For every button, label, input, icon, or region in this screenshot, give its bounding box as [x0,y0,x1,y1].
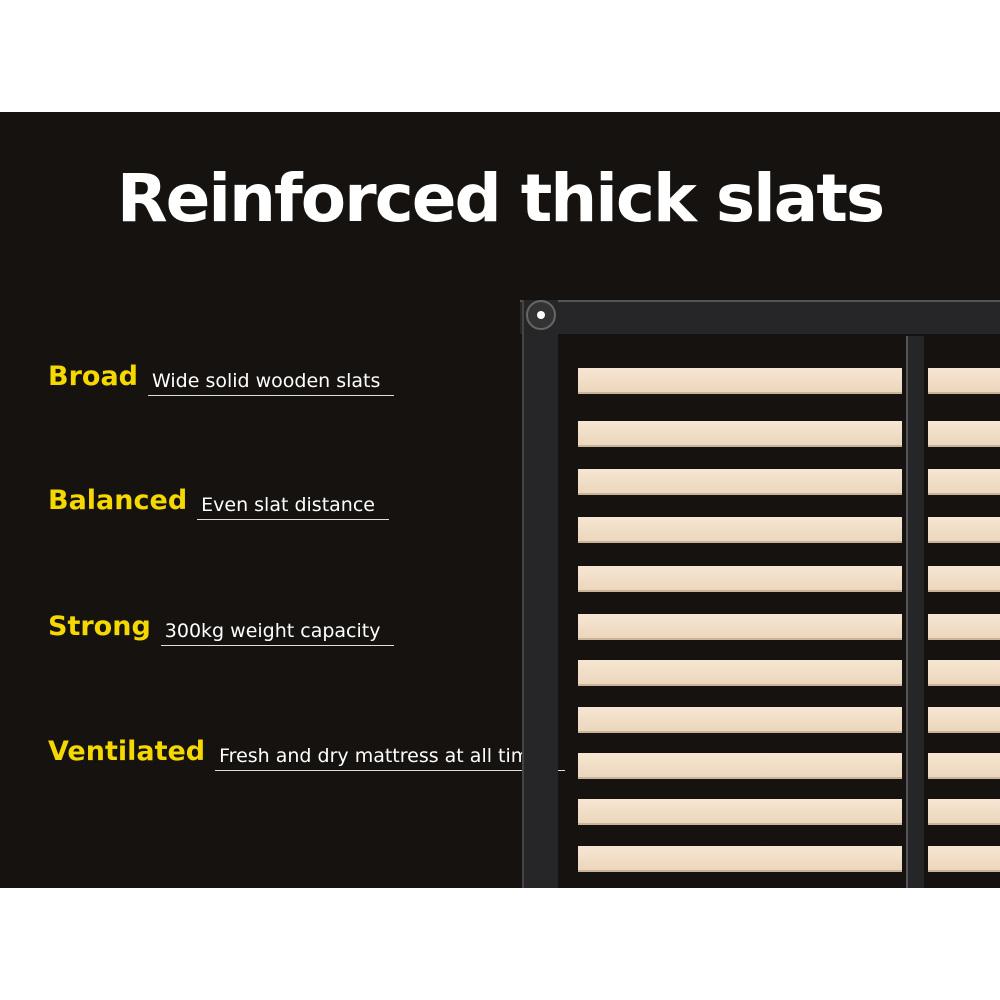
wooden-slat [928,368,1000,394]
wooden-slat [928,469,1000,495]
feature-text: 300kg weight capacity [160,620,395,646]
frame-center-rail [906,336,924,888]
wooden-slat [928,753,1000,779]
feature-text: Fresh and dry mattress at all times [215,745,565,771]
wooden-slat [578,566,902,592]
wooden-slat [578,753,902,779]
wooden-slat [578,799,902,825]
wooden-slat [578,368,902,394]
feature-strong: Strong 300kg weight capacity [48,611,395,646]
wooden-slat [578,469,902,495]
wooden-slat [578,846,902,872]
corner-bolt-icon [526,300,556,330]
wooden-slat [928,517,1000,543]
frame-top-rail [520,300,1000,334]
feature-ventilated: Ventilated Fresh and dry mattress at all… [48,736,565,771]
wooden-slat [578,421,902,447]
feature-broad: Broad Wide solid wooden slats [48,361,395,396]
wooden-slat [578,614,902,640]
wooden-slat [928,421,1000,447]
wooden-slat [928,566,1000,592]
feature-label: Balanced [48,485,188,516]
wooden-slat [928,614,1000,640]
wooden-slat [928,660,1000,686]
feature-balanced: Balanced Even slat distance [48,485,389,520]
wooden-slat [928,846,1000,872]
feature-label: Ventilated [48,736,206,767]
wooden-slat [578,517,902,543]
feature-text: Even slat distance [197,494,389,520]
headline: Reinforced thick slats [116,160,885,237]
feature-label: Broad [48,361,138,392]
feature-label: Strong [48,611,151,642]
wooden-slat [578,660,902,686]
feature-text: Wide solid wooden slats [148,370,395,396]
frame-left-post [522,300,558,888]
wooden-slat [928,707,1000,733]
wooden-slat [928,799,1000,825]
wooden-slat [578,707,902,733]
